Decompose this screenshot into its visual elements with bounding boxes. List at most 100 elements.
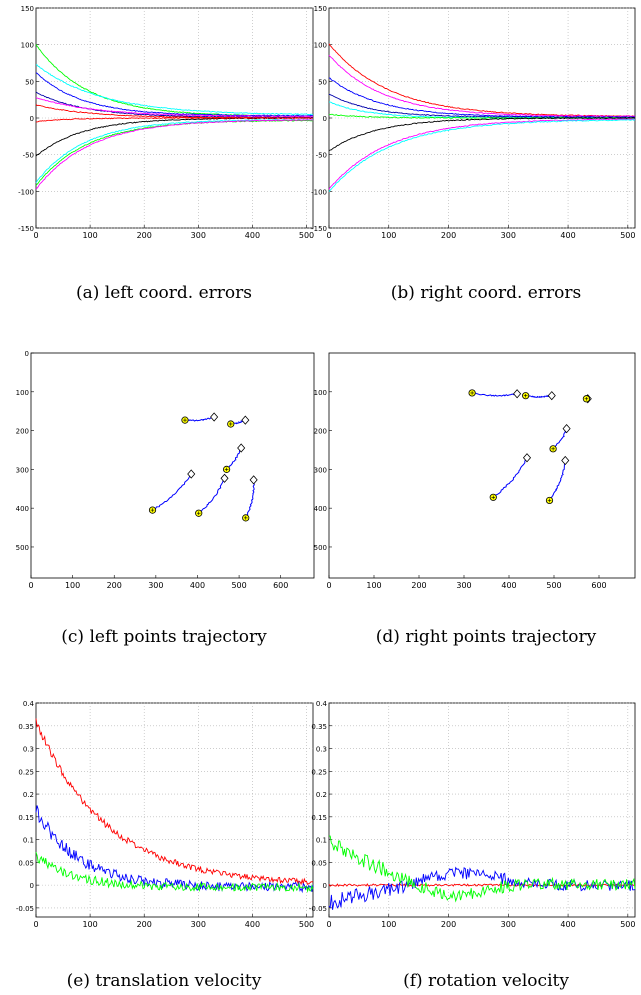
plot-frame [328, 352, 636, 579]
chart-f: 0 100 200 300 400 500 -0.05 0 0.05 0.1 0.15 0.2 0.25… [309, 700, 636, 929]
y-tick-label: 0.35 [311, 723, 327, 731]
x-tick-label: 100 [366, 581, 381, 590]
series-line-1 [328, 54, 636, 118]
x-tick-label: 400 [245, 231, 260, 240]
x-tick-label: 100 [381, 231, 396, 240]
caption-e: (e) translation velocity [66, 971, 262, 991]
series-line-0 [328, 883, 636, 888]
y-tick-label: 0.3 [316, 746, 327, 754]
y-tick-label: 0.2 [23, 791, 34, 799]
series-line-10 [35, 117, 314, 123]
y-tick-label: 0.2 [316, 791, 327, 799]
series-line-1 [35, 805, 314, 894]
y-tick-label: -50 [316, 152, 327, 160]
start-marker-diamond [513, 389, 522, 399]
x-tick-label: 300 [501, 231, 516, 240]
trajectory-line-0 [184, 416, 215, 422]
trajectory-line-5 [245, 479, 255, 519]
y-tick-label: 300 [16, 466, 29, 474]
plot-frame [30, 352, 315, 579]
series-line-0 [35, 718, 314, 886]
y-tick-label: 0.05 [311, 859, 327, 867]
caption-a: (a) left coord. errors [75, 283, 253, 303]
start-marker-diamond [187, 469, 196, 479]
y-tick-label: 400 [16, 505, 29, 513]
x-tick-label: 500 [299, 920, 314, 929]
series-line-3 [328, 93, 636, 119]
y-tick-label: 0.1 [23, 837, 34, 845]
series-line-7 [328, 118, 636, 190]
x-tick-label: 0 [28, 581, 33, 590]
start-marker-diamond [241, 415, 250, 425]
y-tick-label: 200 [16, 428, 29, 436]
x-tick-label: 200 [441, 231, 456, 240]
series-line-1 [328, 866, 636, 910]
y-tick-label: 500 [16, 544, 29, 552]
x-tick-label: 200 [411, 581, 426, 590]
y-tick-label: -50 [23, 152, 34, 160]
y-tick-label: -150 [311, 225, 327, 233]
x-tick-label: 400 [190, 581, 205, 590]
series-line-2 [328, 835, 636, 903]
x-tick-label: 400 [560, 920, 575, 929]
y-tick-label: 0.3 [23, 746, 34, 754]
y-tick-label: 100 [21, 42, 34, 50]
y-tick-label: 0 [323, 882, 327, 890]
trajectory-line-1 [525, 394, 552, 399]
x-tick-label: 500 [546, 581, 561, 590]
x-tick-label: 200 [137, 231, 152, 240]
x-tick-label: 400 [501, 581, 516, 590]
y-tick-label: -100 [311, 188, 327, 196]
caption-b: (b) right coord. errors [390, 283, 582, 303]
x-tick-label: 400 [560, 231, 575, 240]
y-tick-label: 50 [318, 78, 327, 86]
trajectory-line-5 [548, 460, 566, 501]
x-tick-label: 300 [456, 581, 471, 590]
y-tick-label: 0.25 [18, 768, 34, 776]
y-tick-label: 0.15 [18, 814, 34, 822]
caption-c: (c) left points trajectory [61, 627, 267, 647]
caption-f: (f) rotation velocity [403, 971, 569, 991]
x-tick-label: 0 [326, 920, 331, 929]
y-tick-label: 0.25 [311, 768, 327, 776]
series-line-6 [328, 117, 636, 152]
y-tick-label: 150 [314, 5, 327, 13]
plot-frame [35, 702, 314, 918]
chart-d: 0 100 200 300 400 500 600 100 200 300 400 500 [314, 352, 636, 590]
y-tick-label: 100 [314, 389, 327, 397]
y-tick-label: 0.35 [18, 723, 34, 731]
start-marker-diamond [237, 443, 246, 453]
start-marker-diamond [249, 475, 258, 485]
y-tick-label: -0.05 [309, 905, 327, 913]
y-tick-label: 300 [314, 466, 327, 474]
y-tick-label: 0.4 [316, 700, 328, 708]
start-marker-diamond [562, 424, 571, 434]
x-tick-label: 0 [33, 920, 38, 929]
x-tick-label: 200 [107, 581, 122, 590]
y-tick-label: 0 [25, 350, 29, 358]
y-tick-label: 400 [314, 505, 327, 513]
x-tick-label: 600 [591, 581, 606, 590]
x-tick-label: 300 [501, 920, 516, 929]
x-tick-label: 100 [82, 231, 97, 240]
x-tick-label: 500 [620, 920, 635, 929]
x-tick-label: 0 [326, 581, 331, 590]
x-tick-label: 500 [299, 231, 314, 240]
y-tick-label: 0 [30, 115, 34, 123]
x-tick-label: 300 [148, 581, 163, 590]
series-line-2 [35, 851, 314, 893]
series-line-0 [328, 43, 636, 117]
caption-d: (d) right points trajectory [375, 627, 597, 647]
x-tick-label: 500 [231, 581, 246, 590]
x-tick-label: 500 [620, 231, 635, 240]
y-tick-label: -0.05 [16, 905, 34, 913]
series-line-8 [328, 119, 636, 192]
x-tick-label: 100 [65, 581, 80, 590]
y-tick-label: 200 [314, 428, 327, 436]
start-marker-diamond [547, 391, 556, 401]
y-tick-label: -100 [18, 188, 34, 196]
chart-a: 0 100 200 300 400 500 -150 -100 -50 0 50 100 150 [18, 5, 314, 240]
trajectory-line-3 [552, 428, 567, 450]
y-tick-label: 0.1 [316, 837, 327, 845]
